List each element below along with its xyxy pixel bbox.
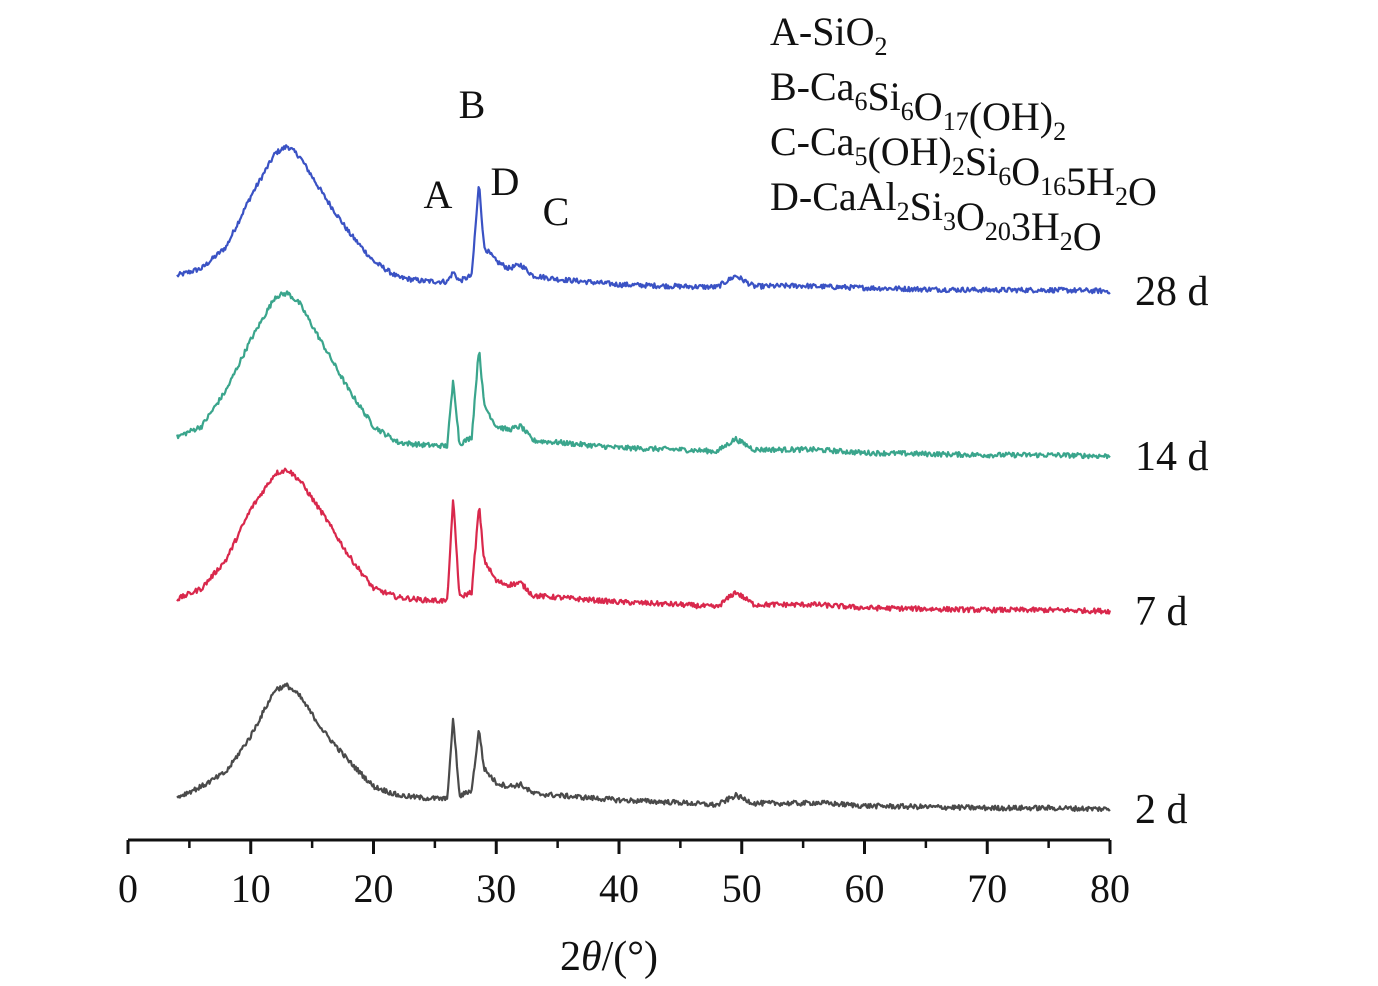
series-layer [176, 144, 1112, 813]
legend-entry-D: D-CaAl2Si3O203H2O [770, 174, 1102, 259]
legend-entry-C: C-Ca5(OH)2Si6O165H2O [770, 119, 1157, 214]
legend-entry-A: A-SiO2 [770, 9, 887, 61]
peak-label-C: C [543, 189, 570, 234]
x-tick-label: 60 [845, 866, 885, 911]
x-tick-label: 80 [1090, 866, 1130, 911]
x-axis: 0 10 20 30 40 50 60 70 80 2θ/(°) [118, 838, 1130, 980]
legend-entry-B: B-Ca6Si6O17(OH)2 [770, 64, 1066, 146]
series-line-28d [176, 144, 1111, 295]
series-label: 7 d [1135, 589, 1188, 635]
series-line-2d [176, 682, 1111, 813]
x-tick-label: 0 [118, 866, 138, 911]
x-tick-label: 40 [599, 866, 639, 911]
x-tick-label: 10 [231, 866, 271, 911]
x-tick-label: 70 [967, 866, 1007, 911]
x-tick-label: 20 [354, 866, 394, 911]
series-line-7d [176, 467, 1112, 615]
series-line-14d [176, 290, 1111, 460]
x-tick-label: 30 [476, 866, 516, 911]
series-label: 28 d [1135, 269, 1209, 315]
x-tick-label: 50 [722, 866, 762, 911]
series-label: 14 d [1135, 434, 1209, 480]
peak-label-D: D [491, 159, 520, 204]
x-axis-title: 2θ/(°) [560, 934, 658, 980]
series-label: 2 d [1135, 787, 1188, 833]
peak-label-B: B [459, 82, 486, 127]
legend: A-SiO2B-Ca6Si6O17(OH)2C-Ca5(OH)2Si6O165H… [770, 9, 1157, 259]
peak-label-A: A [424, 172, 453, 217]
